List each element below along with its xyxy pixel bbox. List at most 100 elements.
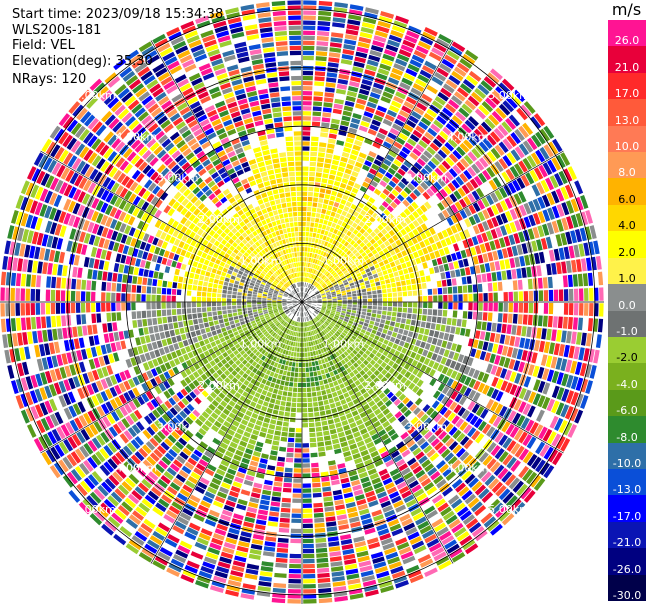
velocity-gate [431,243,438,251]
velocity-gate [334,285,340,290]
velocity-gate [398,132,409,141]
velocity-gate [377,293,383,298]
velocity-gate [322,263,327,268]
velocity-gate [478,141,489,153]
velocity-gate [567,317,573,330]
velocity-gate [391,67,404,76]
velocity-gate [370,204,378,212]
velocity-gate [387,330,393,336]
velocity-gate [392,343,399,350]
velocity-gate [369,381,376,388]
velocity-gate [504,223,512,235]
velocity-gate [325,372,331,379]
velocity-gate [373,35,387,43]
velocity-gate [302,423,309,428]
velocity-gate [302,277,304,282]
velocity-gate [374,30,388,38]
velocity-gate [322,304,327,306]
velocity-gate [323,399,329,405]
velocity-gate [325,388,332,394]
velocity-gate [371,433,380,441]
velocity-gate [329,195,336,201]
velocity-gate [327,299,332,301]
velocity-gate [392,123,402,132]
velocity-gate [315,292,320,295]
velocity-gate [522,433,533,447]
velocity-gate [498,141,509,154]
velocity-gate [430,171,440,180]
velocity-gate [533,252,541,264]
velocity-gate [324,87,335,93]
velocity-gate [331,294,337,298]
velocity-gate [296,347,300,352]
velocity-gate [342,295,347,298]
velocity-gate [427,160,437,170]
velocity-gate [339,316,344,321]
velocity-gate [148,326,154,334]
velocity-gate [320,292,326,295]
velocity-gate [561,261,567,274]
velocity-gate [490,68,503,81]
velocity-gate [339,265,345,270]
velocity-gate [498,356,506,367]
velocity-gate [547,276,553,289]
velocity-gate [295,357,299,362]
velocity-gate [312,319,316,324]
velocity-gate [502,453,513,466]
velocity-gate [259,383,265,389]
velocity-gate [353,536,365,543]
velocity-gate [346,367,352,374]
velocity-gate [355,51,368,59]
velocity-gate [393,63,406,72]
velocity-gate [380,343,387,350]
velocity-gate [196,296,202,302]
velocity-gate [350,448,359,455]
velocity-gate [345,212,352,219]
velocity-gate [412,290,418,296]
velocity-gate [262,305,267,309]
velocity-gate [273,404,280,410]
velocity-gate [498,302,503,312]
velocity-gate [259,571,273,577]
velocity-gate [411,284,417,290]
velocity-gate [340,533,352,541]
velocity-gate [414,243,421,251]
velocity-gate [347,180,355,187]
velocity-gate [399,360,407,368]
velocity-gate [419,270,425,277]
velocity-gate [372,305,377,310]
velocity-gate [324,321,329,326]
velocity-gate [484,331,491,341]
velocity-gate [287,588,301,594]
velocity-gate [448,494,460,505]
velocity-gate [410,87,422,97]
velocity-gate [423,150,433,160]
velocity-gate [408,222,416,231]
velocity-gate [376,285,382,290]
velocity-gate [478,157,489,168]
velocity-gate [319,312,324,316]
velocity-gate [426,509,439,520]
velocity-gate [194,396,202,405]
velocity-gate [302,101,312,106]
velocity-gate [418,302,423,308]
velocity-gate [387,292,393,298]
velocity-gate [382,188,390,196]
velocity-gate [482,221,490,231]
velocity-gate [582,273,589,287]
velocity-gate [518,448,530,461]
velocity-gate [334,2,348,9]
velocity-gate [513,193,522,205]
velocity-gate [354,251,361,258]
velocity-gate [262,401,269,407]
velocity-gate [412,228,420,236]
velocity-gate [302,508,313,513]
velocity-gate [372,309,377,314]
velocity-gate [502,138,513,151]
velocity-gate [433,474,444,485]
velocity-gate [397,168,406,177]
velocity-gate [382,297,388,302]
velocity-gate [335,324,340,329]
velocity-gate [405,96,417,106]
velocity-gate [340,365,346,372]
